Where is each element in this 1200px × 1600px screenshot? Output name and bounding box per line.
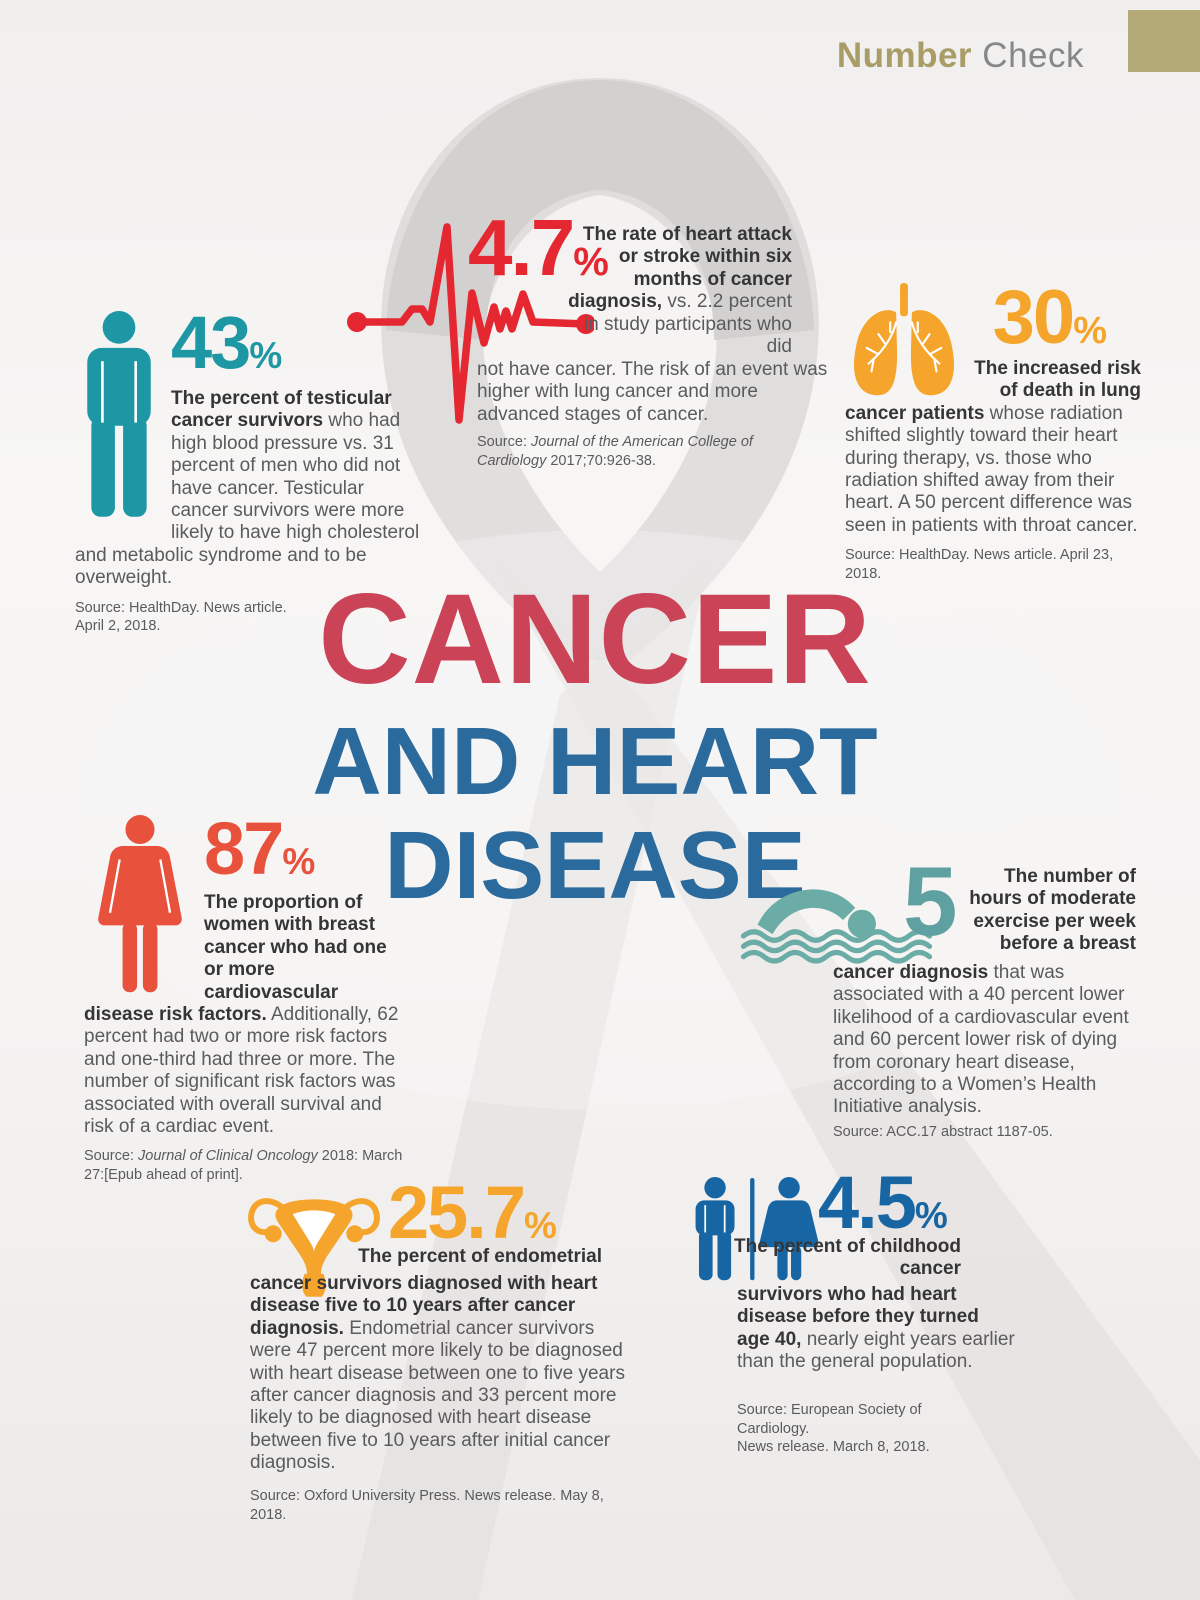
stat-text: The percent of testicular cancer survivo…: [75, 388, 420, 589]
stat-text-right: The rate of heart attack or stroke withi…: [568, 224, 792, 358]
percent-sign: %: [249, 335, 283, 376]
percent-sign: %: [282, 841, 316, 882]
lungs-icon: [845, 280, 963, 400]
stat-source: Source: Journal of Clinical Oncology 201…: [84, 1148, 403, 1184]
stat-text-lead: The number of hours of moderate exercise…: [969, 866, 1136, 955]
stat-text: cancer diagnosis that was associated wit…: [833, 962, 1129, 1118]
stat-lung-cancer: 30% The increased risk of death in lung …: [845, 280, 1141, 583]
stat-text: The proportion of women with breast canc…: [84, 892, 399, 1138]
percent-sign: %: [573, 240, 609, 284]
male-figure-icon: [75, 310, 163, 525]
stat-breast-cancer: 87% The proportion of women with breast …: [84, 812, 410, 1185]
stat-value: 5: [903, 846, 957, 956]
stat-value: 4.5%: [818, 1161, 948, 1244]
stat-text-lead: The percent of childhood cancer: [734, 1236, 961, 1280]
title-line-cancer: CANCER: [318, 568, 872, 711]
stat-text-left: not have cancer. The risk of an event wa…: [477, 359, 828, 425]
uterus-icon: [248, 1198, 380, 1297]
stat-text-lead: The increased risk of death in lung: [974, 358, 1141, 402]
stat-value: 25.7%: [388, 1171, 557, 1254]
stat-text-lead: The percent of endometrial: [358, 1246, 602, 1267]
title-line-and-heart: AND HEART: [312, 708, 878, 815]
ekg-heartbeat-icon: [347, 223, 594, 424]
female-figure-icon: [84, 814, 196, 998]
brand-secondary: Check: [972, 36, 1084, 75]
stat-text: cancer patients whose radiation shifted …: [845, 402, 1138, 536]
stat-text: survivors who had heart disease before t…: [737, 1284, 1015, 1373]
swimmer-icon: [740, 889, 933, 964]
percent-sign: %: [1073, 310, 1107, 352]
page-title: CANCER AND HEART DISEASE: [240, 576, 950, 914]
stat-value: 30%: [992, 275, 1107, 360]
brand-square: [1128, 10, 1200, 72]
male-female-figures-icon: [695, 1176, 818, 1281]
percent-sign: %: [914, 1195, 948, 1236]
stat-value: 87%: [204, 807, 316, 890]
stat-source: Source: Journal of the American College …: [477, 434, 753, 469]
stat-value: 43%: [171, 301, 283, 384]
stat-source: Source: HealthDay. News article. April 2…: [75, 599, 287, 635]
title-line-disease: DISEASE: [384, 812, 806, 919]
brand-primary: Number: [836, 36, 973, 75]
stat-testicular-cancer: 43% The percent of testicular cancer sur…: [75, 306, 425, 636]
brand-title: Number Check: [837, 36, 1084, 76]
stat-source: Source: European Society of Cardiology. …: [737, 1402, 930, 1456]
stat-value: 4.7%: [468, 203, 609, 292]
stat-text: cancer survivors diagnosed with heart di…: [250, 1273, 625, 1474]
percent-sign: %: [524, 1205, 557, 1246]
stat-source: Source: HealthDay. News article. April 2…: [845, 547, 1114, 582]
stat-source: Source: ACC.17 abstract 1187-05.: [833, 1124, 1053, 1140]
stat-source: Source: Oxford University Press. News re…: [250, 1488, 604, 1523]
